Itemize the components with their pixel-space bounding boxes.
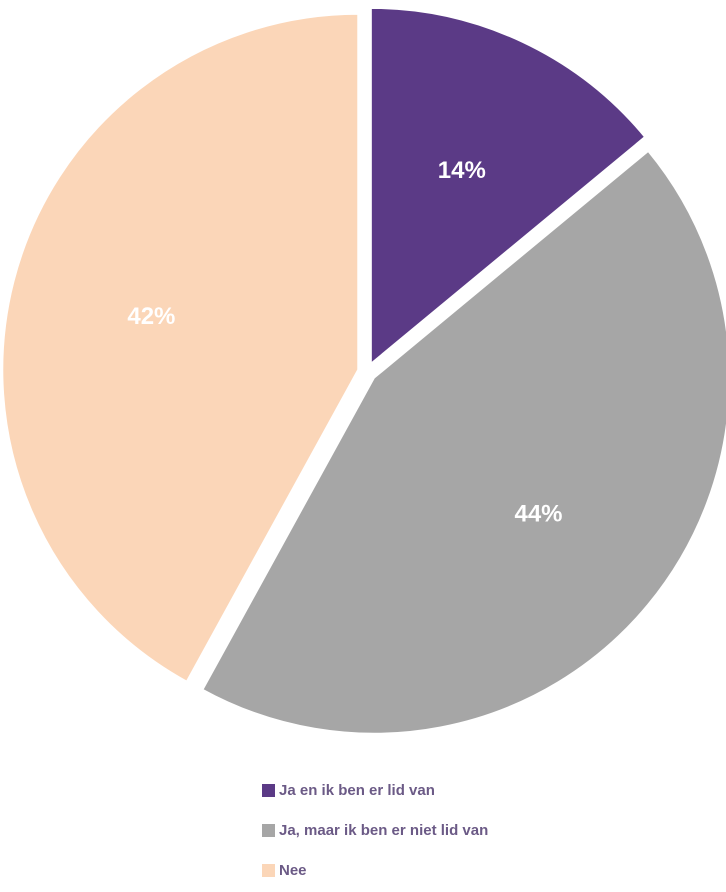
legend-label-nee: Nee [279,861,307,879]
legend-item-ja-lid: Ja en ik ben er lid van [262,780,488,800]
data-label-ja-lid: 14% [438,157,486,184]
data-label-nee: 42% [127,303,175,330]
legend-swatch-ja-niet-lid [262,823,275,837]
legend-label-ja-niet-lid: Ja, maar ik ben er niet lid van [279,821,489,839]
data-label-ja-niet-lid: 44% [514,500,562,527]
pie-chart: 14% 44% 42% [1,6,726,735]
legend-item-ja-niet-lid: Ja, maar ik ben er niet lid van [262,820,488,840]
legend-swatch-ja-lid [262,783,275,797]
pie-chart-svg: 14% 44% 42% [1,6,726,735]
legend-label-ja-lid: Ja en ik ben er lid van [279,781,435,799]
legend: Ja en ik ben er lid van Ja, maar ik ben … [262,780,488,880]
pie-slice-ja-niet-lid [201,149,726,735]
legend-item-nee: Nee [262,860,488,880]
legend-swatch-nee [262,863,275,877]
pie-slice-ja-lid [369,6,647,366]
pie-slice-nee [1,12,360,684]
